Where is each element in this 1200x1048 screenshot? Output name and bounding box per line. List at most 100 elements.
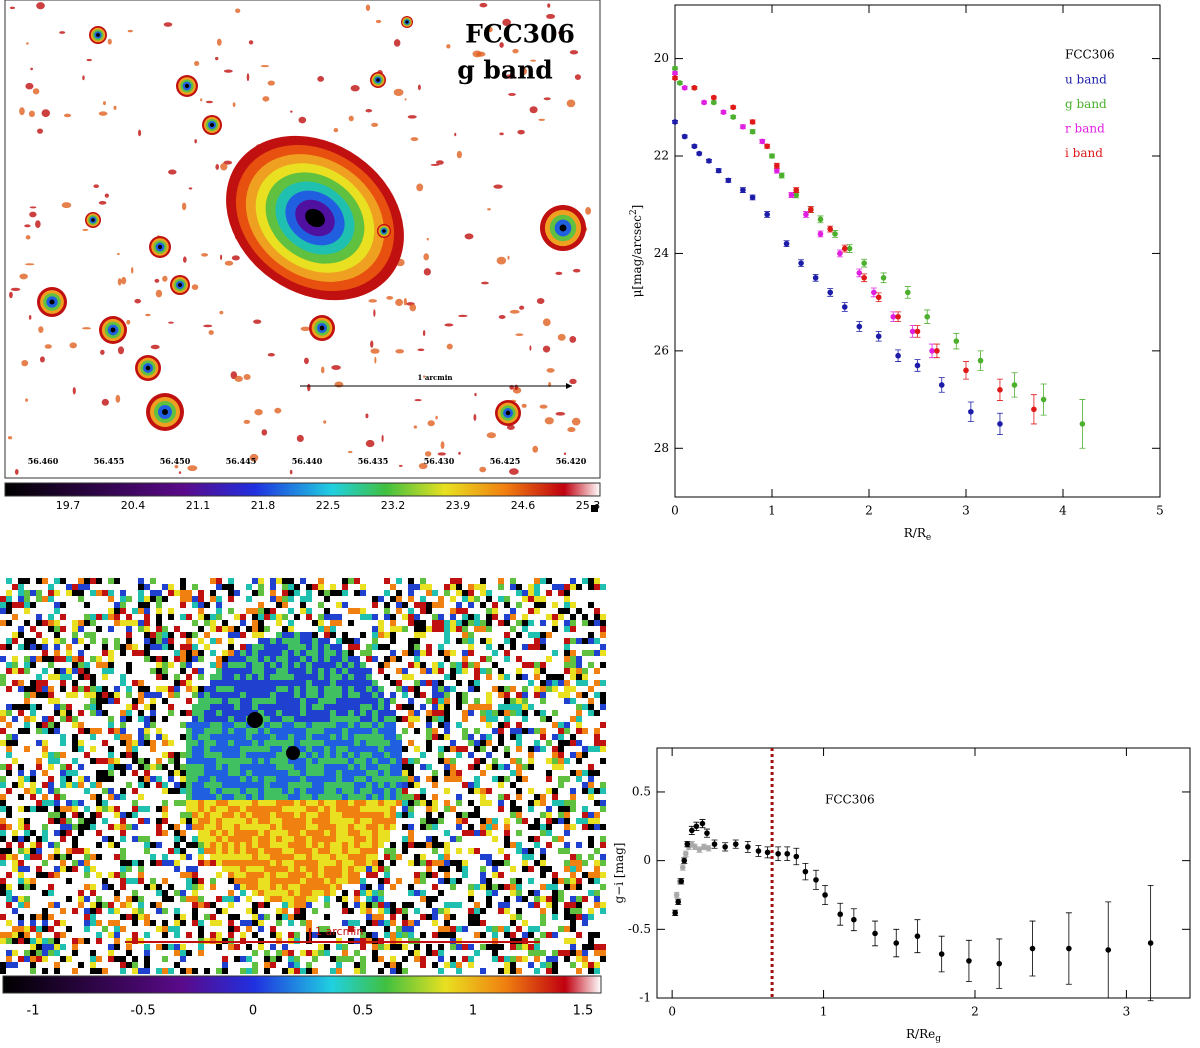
noise-blob <box>187 465 198 472</box>
pixel <box>426 920 432 926</box>
pixel <box>72 848 78 854</box>
pixel <box>186 944 192 950</box>
pixel <box>552 932 558 938</box>
pixel <box>282 866 288 872</box>
pixel <box>240 680 246 686</box>
pixel <box>12 836 18 842</box>
pixel <box>282 758 288 764</box>
pixel <box>486 878 492 884</box>
pixel <box>288 830 294 836</box>
pixel <box>144 782 150 788</box>
pixel <box>516 698 522 704</box>
pixel <box>312 662 318 668</box>
pixel <box>414 644 420 650</box>
pixel <box>234 614 240 620</box>
pixel <box>150 920 156 926</box>
pixel <box>498 926 504 932</box>
pixel <box>378 752 384 758</box>
pixel <box>474 746 480 752</box>
pixel <box>432 794 438 800</box>
pixel <box>192 920 198 926</box>
pixel <box>264 740 270 746</box>
pixel <box>528 662 534 668</box>
pixel <box>456 728 462 734</box>
pixel <box>366 932 372 938</box>
pixel <box>516 722 522 728</box>
pixel <box>300 602 306 608</box>
pixel <box>282 602 288 608</box>
pixel <box>474 596 480 602</box>
pixel <box>300 638 306 644</box>
pixel <box>240 626 246 632</box>
pixel <box>72 608 78 614</box>
pixel <box>306 818 312 824</box>
pixel <box>24 866 30 872</box>
pixel <box>210 758 216 764</box>
pixel <box>534 830 540 836</box>
noise-blob <box>100 349 105 355</box>
pixel <box>306 920 312 926</box>
pixel <box>504 884 510 890</box>
pixel <box>60 674 66 680</box>
pixel <box>576 608 582 614</box>
pixel <box>414 746 420 752</box>
pixel <box>594 800 600 806</box>
noise-blob <box>194 61 200 67</box>
pixel <box>420 704 426 710</box>
pixel <box>588 914 594 920</box>
pixel <box>408 584 414 590</box>
pixel <box>294 740 300 746</box>
pixel <box>54 590 60 596</box>
pixel <box>210 578 216 584</box>
pixel <box>534 896 540 902</box>
pixel <box>420 836 426 842</box>
pixel <box>138 956 144 962</box>
pixel <box>372 866 378 872</box>
noise-blob <box>464 233 474 240</box>
pixel <box>558 680 564 686</box>
pixel <box>588 770 594 776</box>
pixel <box>588 938 594 944</box>
pixel <box>54 626 60 632</box>
pixel <box>66 590 72 596</box>
pixel <box>144 848 150 854</box>
noise-blob <box>566 99 576 108</box>
pixel <box>36 866 42 872</box>
pixel <box>348 656 354 662</box>
pixel <box>48 800 54 806</box>
pixel <box>18 596 24 602</box>
pixel <box>558 806 564 812</box>
pixel <box>48 920 54 926</box>
pixel <box>6 902 12 908</box>
pixel <box>60 668 66 674</box>
pixel <box>300 614 306 620</box>
pixel <box>420 872 426 878</box>
pixel <box>270 836 276 842</box>
pixel <box>270 686 276 692</box>
pixel <box>72 860 78 866</box>
pixel <box>78 734 84 740</box>
pixel <box>498 872 504 878</box>
pixel <box>6 710 12 716</box>
pixel <box>378 620 384 626</box>
pixel <box>42 596 48 602</box>
pixel <box>168 740 174 746</box>
pixel <box>594 818 600 824</box>
pixel <box>324 854 330 860</box>
pixel <box>486 800 492 806</box>
pixel <box>426 716 432 722</box>
pixel <box>360 812 366 818</box>
pixel <box>192 884 198 890</box>
pixel <box>138 728 144 734</box>
pixel <box>174 842 180 848</box>
pixel <box>36 854 42 860</box>
noise-blob <box>585 207 592 215</box>
star <box>184 83 190 89</box>
pixel <box>546 674 552 680</box>
pixel <box>510 626 516 632</box>
pixel <box>396 632 402 638</box>
pixel <box>324 674 330 680</box>
pixel <box>294 638 300 644</box>
pixel <box>348 878 354 884</box>
pixel <box>96 686 102 692</box>
